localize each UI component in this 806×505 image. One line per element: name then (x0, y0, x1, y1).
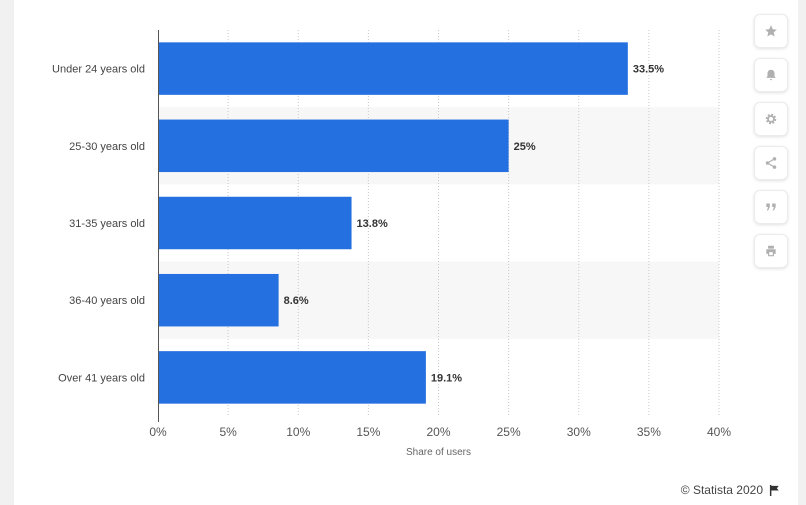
x-tick-label: 0% (149, 425, 167, 439)
star-icon (765, 25, 777, 37)
x-tick-label: 40% (707, 425, 731, 439)
share-icon (765, 157, 777, 169)
quote-icon (766, 203, 776, 211)
share-button[interactable] (754, 146, 788, 180)
x-axis-title: Share of users (406, 447, 471, 458)
bar (159, 351, 426, 404)
data-label: 25% (514, 141, 536, 153)
bar (159, 273, 279, 327)
x-tick-label: 5% (219, 425, 237, 439)
data-label: 13.8% (357, 218, 388, 230)
category-label: Under 24 years old (52, 64, 145, 76)
category-label: Over 41 years old (58, 372, 145, 384)
print-icon (766, 245, 776, 257)
x-tick-label: 30% (567, 425, 591, 439)
favorite-button[interactable] (754, 14, 788, 48)
bar (159, 42, 628, 95)
category-label: 36-40 years old (69, 295, 145, 307)
category-label: 31-35 years old (69, 218, 145, 230)
bar (159, 196, 352, 250)
bell-icon (766, 69, 776, 81)
data-label: 19.1% (431, 372, 462, 384)
gear-icon (765, 113, 777, 125)
x-tick-label: 20% (426, 425, 450, 439)
x-tick-label: 15% (356, 425, 380, 439)
data-label: 33.5% (633, 64, 664, 76)
notification-button[interactable] (754, 58, 788, 92)
x-tick-label: 10% (286, 425, 310, 439)
bar (159, 119, 509, 173)
statista-credit[interactable]: © Statista 2020 (681, 483, 780, 497)
chart-toolbar (754, 14, 788, 278)
x-tick-label: 35% (637, 425, 661, 439)
credit-text: © Statista 2020 (680, 483, 763, 497)
settings-button[interactable] (754, 102, 788, 136)
print-button[interactable] (754, 234, 788, 268)
flag-icon (769, 484, 779, 496)
cite-button[interactable] (754, 190, 788, 224)
x-tick-label: 25% (497, 425, 521, 439)
category-label: 25-30 years old (69, 141, 145, 153)
data-label: 8.6% (284, 295, 309, 307)
